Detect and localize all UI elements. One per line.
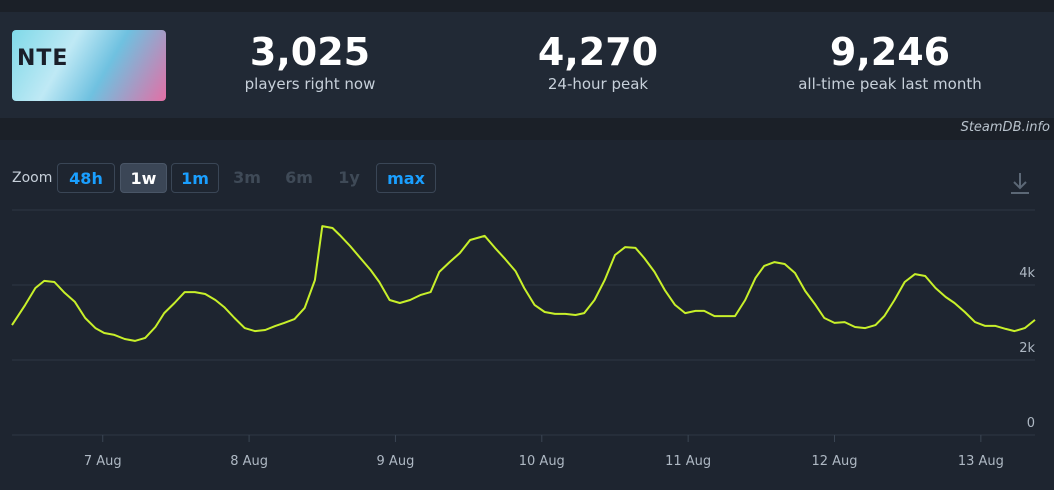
download-icon[interactable] xyxy=(1011,173,1029,194)
x-tick-label: 11 Aug xyxy=(665,454,711,469)
stat: 9,246 all-time peak last month xyxy=(760,30,1020,94)
x-tick-label: 13 Aug xyxy=(958,454,1004,469)
y-tick-label: 0 xyxy=(1027,416,1035,431)
zoom-button: 1y xyxy=(338,168,360,187)
thumbnail-label: NTE xyxy=(17,46,69,71)
watermark[interactable]: SteamDB.info xyxy=(960,120,1050,135)
stats-panel: NTE 3,025 players right now 4,270 24-hou… xyxy=(0,12,1054,118)
series-line xyxy=(11,225,1036,342)
stat-value: 9,246 xyxy=(829,30,951,74)
stat-label: all-time peak last month xyxy=(798,75,982,93)
x-tick-label: 8 Aug xyxy=(230,454,268,469)
zoom-button[interactable]: max xyxy=(376,163,436,193)
x-tick-label: 12 Aug xyxy=(811,454,857,469)
zoom-button[interactable]: 1w xyxy=(120,163,167,193)
zoom-button: 6m xyxy=(285,168,313,187)
stat-label: 24-hour peak xyxy=(547,75,649,93)
zoom-label: Zoom xyxy=(12,170,53,186)
x-tick-label: 9 Aug xyxy=(377,454,415,469)
game-thumbnail[interactable]: NTE xyxy=(12,30,166,101)
stat: 3,025 players right now xyxy=(180,30,440,94)
zoom-button[interactable]: 1m xyxy=(171,163,219,193)
stat-value: 4,270 xyxy=(537,30,659,74)
stat-label: players right now xyxy=(244,75,376,93)
chart-panel xyxy=(0,140,1054,490)
stat: 4,270 24-hour peak xyxy=(468,30,728,94)
x-tick-label: 10 Aug xyxy=(519,454,565,469)
zoom-button: 3m xyxy=(233,168,261,187)
stat-value: 3,025 xyxy=(249,30,371,74)
y-tick-label: 2k xyxy=(1019,341,1035,356)
x-tick-label: 7 Aug xyxy=(84,454,122,469)
zoom-button[interactable]: 48h xyxy=(57,163,115,193)
y-tick-label: 4k xyxy=(1019,266,1035,281)
